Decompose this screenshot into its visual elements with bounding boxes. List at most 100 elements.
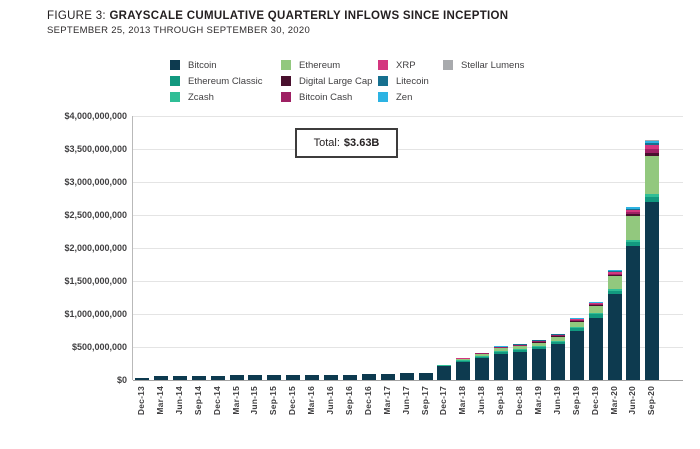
x-axis-tick-label: Sep-14 xyxy=(192,386,203,416)
segment-ethereum xyxy=(437,364,452,366)
figure-label: FIGURE 3: xyxy=(47,10,106,22)
segment-bitcoin-cash xyxy=(607,273,622,276)
segment-bitcoin xyxy=(475,358,490,380)
segment-bitcoin xyxy=(361,374,376,380)
x-axis-tick-label: Dec-14 xyxy=(211,386,222,416)
segment-bitcoin xyxy=(324,374,338,380)
segment-bitcoin xyxy=(645,201,660,380)
legend-label: Digital Large Cap xyxy=(299,75,373,87)
x-axis-tick-label: Jun-15 xyxy=(249,386,260,415)
segment-ethereum-classic xyxy=(494,351,509,354)
segment-bitcoin xyxy=(210,375,225,380)
bar-Mar-15 xyxy=(229,375,244,380)
segment-zcash xyxy=(645,193,660,197)
segment-bitcoin xyxy=(191,375,206,380)
x-axis-tick-label: Sep-18 xyxy=(495,386,506,416)
legend-swatch-icon xyxy=(378,76,388,86)
segment-bitcoin xyxy=(286,375,301,380)
legend-label: Bitcoin xyxy=(188,59,217,71)
total-annotation: Total: $3.63B xyxy=(295,128,398,158)
x-axis-tick-label: Dec-13 xyxy=(136,386,146,416)
segment-bitcoin-cash xyxy=(588,304,603,306)
segment-zcash xyxy=(531,345,546,347)
segment-xrp xyxy=(645,145,660,150)
bar-Dec-19 xyxy=(588,301,603,380)
segment-digital-large-cap xyxy=(550,336,565,337)
bar-Jun-18 xyxy=(475,352,490,380)
bar-Mar-19 xyxy=(531,340,546,380)
segment-bitcoin-cash xyxy=(626,212,641,214)
segment-ethereum-classic xyxy=(456,360,471,363)
segment-xrp xyxy=(494,346,509,348)
segment-zcash xyxy=(588,313,603,315)
segment-ethereum-classic xyxy=(607,290,622,295)
x-axis-tick-label: Sep-19 xyxy=(570,386,581,416)
segment-zcash xyxy=(494,351,509,352)
x-axis-tick-label: Dec-19 xyxy=(589,386,600,416)
x-axis-tick-label: Mar-17 xyxy=(381,386,392,415)
segment-bitcoin xyxy=(267,375,282,380)
segment-bitcoin xyxy=(437,366,452,380)
figure-title-text: GRAYSCALE CUMULATIVE QUARTERLY INFLOWS S… xyxy=(109,10,509,22)
legend-label: Ethereum xyxy=(299,59,341,71)
bar-Jun-19 xyxy=(550,333,565,380)
segment-ethereum xyxy=(626,215,641,240)
segment-digital-large-cap xyxy=(607,275,622,277)
bar-Jun-15 xyxy=(248,375,263,380)
legend-item-stellar-lumens: Stellar Lumens xyxy=(443,59,524,71)
segment-bitcoin xyxy=(531,348,546,380)
bar-Mar-18 xyxy=(456,358,471,380)
segment-ethereum-classic xyxy=(513,349,527,352)
segment-bitcoin xyxy=(380,373,395,380)
segment-ethereum xyxy=(531,342,546,346)
segment-litecoin xyxy=(626,208,641,211)
x-axis-tick-label: Jun-19 xyxy=(551,386,562,415)
legend-swatch-icon xyxy=(281,60,291,70)
segment-digital-large-cap xyxy=(513,345,527,347)
segment-xrp xyxy=(607,272,622,274)
legend-swatch-icon xyxy=(170,60,180,70)
legend-item-litecoin: Litecoin xyxy=(378,75,429,87)
segment-bitcoin-cash xyxy=(550,335,565,337)
legend-swatch-icon xyxy=(281,76,291,86)
legend-item-ethereum: Ethereum xyxy=(281,59,340,71)
x-axis-tick-label: Mar-15 xyxy=(230,386,241,415)
segment-ethereum-classic xyxy=(475,357,490,359)
bar-Mar-16 xyxy=(305,375,320,380)
segment-ethereum-classic xyxy=(550,341,565,345)
legend-label: Zen xyxy=(396,91,413,103)
segment-bitcoin-cash xyxy=(513,345,527,346)
segment-xrp xyxy=(569,319,584,321)
segment-bitcoin xyxy=(229,375,244,380)
x-axis-tick-label: Mar-19 xyxy=(532,386,543,415)
segment-zen xyxy=(588,301,603,303)
bar-Mar-14 xyxy=(153,375,168,380)
segment-bitcoin xyxy=(607,294,622,380)
x-axis-tick-label: Dec-18 xyxy=(514,386,524,416)
x-axis-tick-label: Mar-16 xyxy=(306,386,317,415)
legend-label: Stellar Lumens xyxy=(461,59,525,71)
legend-item-bitcoin-cash: Bitcoin Cash xyxy=(281,91,352,103)
legend-label: Ethereum Classic xyxy=(188,75,263,87)
segment-zcash xyxy=(607,288,622,291)
y-axis-tick-label: $2,500,000,000 xyxy=(64,209,127,220)
x-axis-tick-label: Mar-14 xyxy=(154,386,165,415)
segment-ethereum xyxy=(475,354,490,357)
segment-digital-large-cap xyxy=(531,342,546,343)
segment-bitcoin-cash xyxy=(569,320,584,322)
segment-bitcoin xyxy=(550,344,565,380)
segment-litecoin xyxy=(569,318,584,320)
segment-zen xyxy=(626,207,641,209)
segment-bitcoin xyxy=(248,375,263,380)
segment-xrp xyxy=(550,334,565,336)
segment-zen xyxy=(569,318,584,319)
y-axis-tick-label: $1,000,000,000 xyxy=(64,308,127,319)
segment-xrp xyxy=(513,344,527,346)
figure-title: FIGURE 3: GRAYSCALE CUMULATIVE QUARTERLY… xyxy=(47,10,508,22)
bar-Sep-18 xyxy=(494,346,509,380)
bar-Jun-14 xyxy=(172,375,187,380)
bar-Dec-17 xyxy=(437,364,452,380)
x-axis-tick-label: Dec-16 xyxy=(362,386,373,416)
segment-bitcoin-cash xyxy=(494,347,509,348)
